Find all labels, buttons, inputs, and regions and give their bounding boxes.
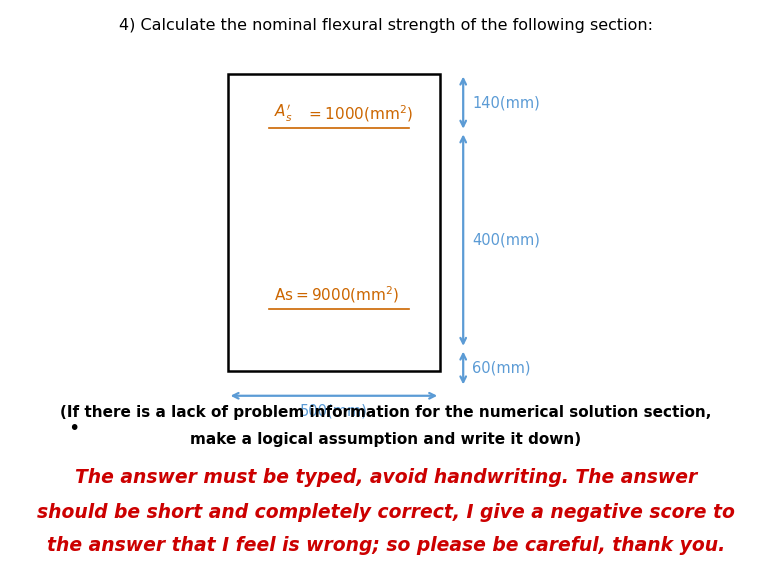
Text: $=1000(\mathrm{mm}^2)$: $=1000(\mathrm{mm}^2)$ bbox=[306, 103, 414, 124]
Text: $\mathit{A}_\mathit{s}^{\prime}$: $\mathit{A}_\mathit{s}^{\prime}$ bbox=[274, 103, 293, 124]
Text: (If there is a lack of problem information for the numerical solution section,: (If there is a lack of problem informati… bbox=[60, 405, 712, 420]
Bar bbox=[228, 74, 440, 371]
Text: the answer that I feel is wrong; so please be careful, thank you.: the answer that I feel is wrong; so plea… bbox=[47, 536, 725, 555]
Text: 500(mm): 500(mm) bbox=[300, 404, 367, 418]
Text: 4) Calculate the nominal flexural strength of the following section:: 4) Calculate the nominal flexural streng… bbox=[119, 18, 653, 33]
Text: 60(mm): 60(mm) bbox=[472, 361, 531, 375]
Text: •: • bbox=[68, 418, 79, 438]
Text: 140(mm): 140(mm) bbox=[472, 95, 540, 110]
Text: The answer must be typed, avoid handwriting. The answer: The answer must be typed, avoid handwrit… bbox=[75, 468, 697, 487]
Text: $\mathrm{As}=9000(\mathrm{mm}^2)$: $\mathrm{As}=9000(\mathrm{mm}^2)$ bbox=[274, 285, 400, 305]
Text: 400(mm): 400(mm) bbox=[472, 232, 540, 248]
Text: make a logical assumption and write it down): make a logical assumption and write it d… bbox=[191, 432, 581, 447]
Text: should be short and completely correct, I give a negative score to: should be short and completely correct, … bbox=[37, 502, 735, 522]
